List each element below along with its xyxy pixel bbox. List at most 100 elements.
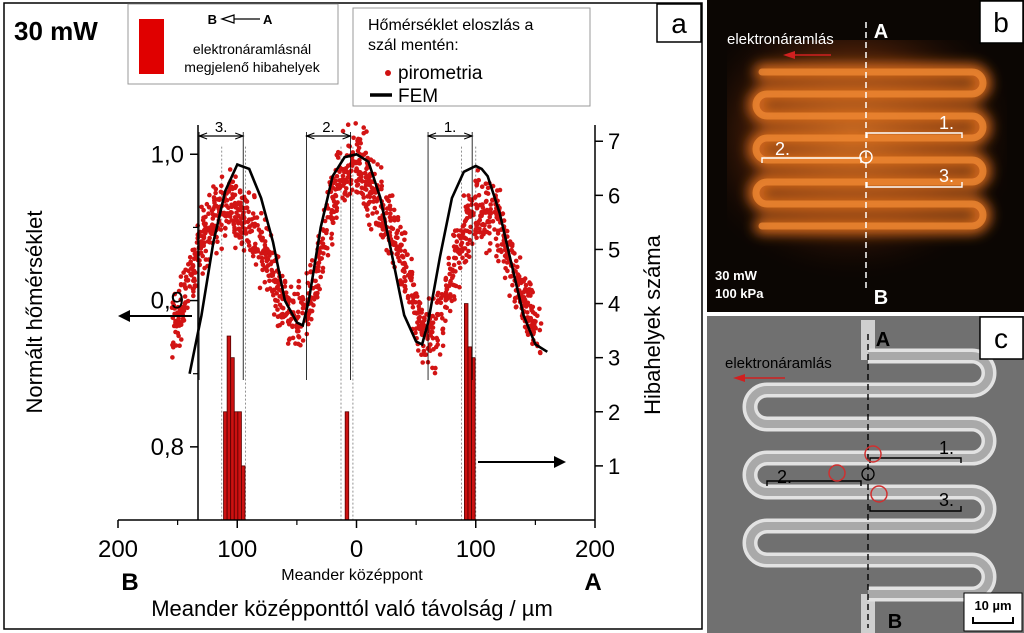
pyrometry-point: [270, 289, 275, 294]
pyrometry-point: [297, 295, 303, 301]
pyrometry-point: [318, 245, 324, 250]
pyrometry-point: [231, 222, 237, 227]
pyrometry-point: [260, 262, 266, 268]
pyrometry-point: [346, 143, 351, 149]
pyrometry-point: [271, 312, 277, 317]
pyrometry-point: [201, 215, 206, 220]
y-right-tick-label: 1: [608, 454, 620, 479]
pyrometry-point: [308, 269, 313, 275]
pyrometry-point: [390, 193, 395, 198]
pyrometry-point: [456, 260, 462, 266]
pyrometry-point: [283, 312, 289, 317]
pyrometry-point: [262, 242, 268, 248]
pyrometry-point: [317, 286, 323, 292]
pyrometry-point: [465, 241, 471, 247]
pyrometry-point: [300, 338, 306, 343]
pyrometry-point: [345, 122, 351, 127]
pyrometry-point: [223, 214, 229, 219]
pyrometry-point: [532, 311, 538, 317]
pyrometry-point: [527, 280, 532, 285]
pyrometry-point: [386, 198, 392, 204]
pyrometry-point: [320, 269, 326, 274]
pyrometry-point: [365, 213, 371, 218]
pyrometry-point: [537, 306, 542, 312]
pyrometry-point: [262, 251, 268, 256]
pyrometry-point: [183, 277, 189, 283]
pyrometry-point: [403, 286, 408, 292]
pyrometry-point: [459, 240, 465, 246]
pyrometry-point: [419, 307, 425, 313]
pyrometry-point: [516, 274, 522, 279]
legend-temperature: Hőmérséklet eloszlás a szál mentén: piro…: [352, 7, 591, 107]
pyrometry-point: [433, 316, 439, 321]
y-right-tick-label: 7: [608, 129, 620, 154]
pyrometry-point: [295, 291, 301, 297]
pyrometry-point: [465, 203, 471, 208]
c-bottom-label: B: [888, 611, 902, 633]
pyrometry-point: [320, 236, 326, 241]
pyrometry-point: [447, 271, 453, 277]
pyrometry-point: [525, 300, 531, 306]
fem-line: [188, 152, 548, 374]
pyrometry-point: [374, 210, 380, 215]
pyrometry-point: [203, 248, 209, 254]
c-bracket-3: [869, 506, 962, 512]
pyrometry-point: [252, 194, 257, 200]
pyrometry-point: [466, 248, 471, 254]
pyrometry-point: [476, 219, 481, 225]
pyrometry-point: [202, 227, 207, 233]
pyrometry-point: [229, 184, 235, 190]
pyrometry-point: [495, 231, 501, 236]
pyrometry-point: [478, 213, 483, 218]
pyrometry-point: [334, 205, 340, 211]
pyrometry-point: [395, 228, 401, 233]
right-axis-arrow-icon: [478, 456, 566, 468]
pyrometry-point: [457, 248, 463, 254]
pyrometry-point: [497, 187, 503, 193]
pyrometry-point: [482, 227, 487, 232]
pyrometry-point: [487, 248, 492, 253]
pyrometry-point: [343, 189, 348, 195]
left-axis-arrow-icon: [118, 310, 192, 322]
pyrometry-point: [372, 205, 378, 211]
pyrometry-point: [333, 201, 339, 207]
pyrometry-point: [404, 252, 410, 258]
pyrometry-point: [429, 325, 434, 331]
pyrometry-point: [329, 231, 335, 237]
pyrometry-point: [430, 329, 435, 335]
pyrometry-point: [323, 245, 328, 250]
pyrometry-point: [440, 330, 446, 336]
pyrometry-point: [375, 196, 380, 202]
pyrometry-point: [449, 298, 455, 304]
pyrometry-point: [190, 247, 195, 253]
pyrometry-point: [215, 239, 220, 244]
pyrometry-point: [480, 221, 486, 227]
legend-temp-title-1: Hőmérséklet eloszlás a: [368, 17, 534, 34]
c-label-1: 1.: [939, 438, 954, 458]
pyrometry-point: [253, 241, 258, 247]
pyrometry-point: [213, 186, 219, 192]
pyrometry-point: [461, 193, 467, 198]
pyrometry-point: [235, 201, 241, 207]
pyrometry-point: [451, 255, 457, 261]
pyrometry-point: [333, 187, 338, 192]
pyrometry-point: [451, 294, 457, 299]
pyrometry-point: [420, 360, 426, 365]
panel-c-sem-image: A B elektronáramlás 1. 2. 3. 10 µm c: [707, 316, 1024, 633]
pyrometry-point: [492, 227, 497, 232]
pyrometry-point: [492, 210, 498, 215]
pyrometry-point: [395, 217, 401, 223]
pyrometry-point: [530, 304, 536, 310]
pyrometry-point: [219, 174, 225, 180]
pyrometry-point: [532, 321, 537, 327]
region-arrowhead-left: [426, 132, 437, 140]
pyrometry-point: [232, 192, 238, 198]
pyrometry-point: [233, 245, 238, 251]
pyrometry-point: [467, 237, 473, 243]
pyrometry-point: [405, 295, 411, 301]
pyrometry-point: [267, 278, 272, 284]
panel-b-letter-box: [979, 0, 1024, 44]
pyrometry-point: [416, 348, 421, 353]
pyrometry-point: [243, 231, 249, 236]
pyrometry-point: [275, 286, 281, 292]
